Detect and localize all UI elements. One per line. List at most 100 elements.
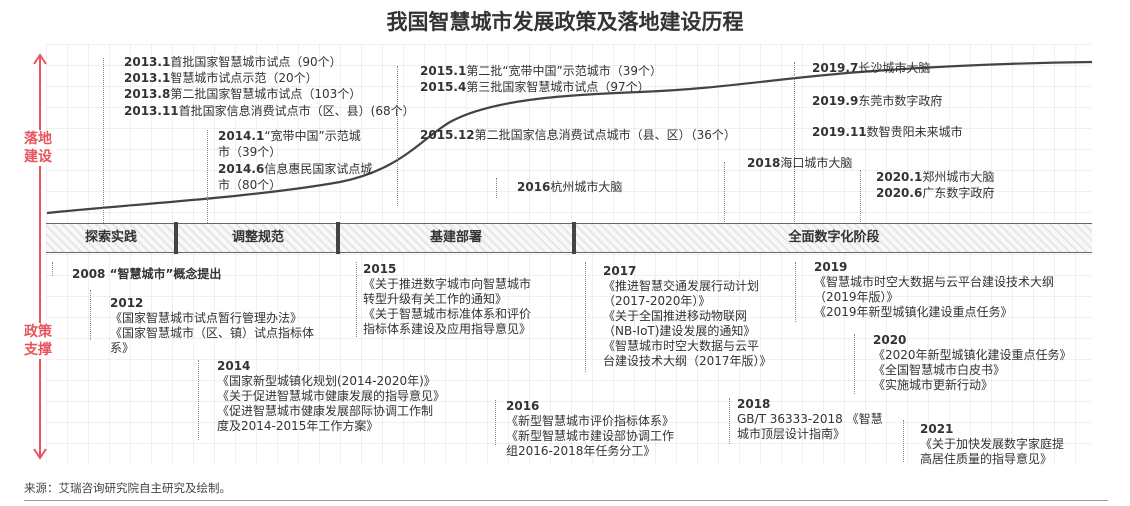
construction-event: 2015.4第三批国家智慧城市试点（97个） [420,80,650,95]
leader-line [52,262,53,276]
policy-line: 《智慧城市时空大数据与云平 [603,339,760,353]
policy-line: 《智慧城市时空大数据与云平台建设技术大纲 [814,275,1055,289]
background-grid [46,44,1092,464]
policy-2019: 2019 《智慧城市时空大数据与云平台建设技术大纲 （2019年版）》 《201… [814,260,1054,320]
policy-2014: 2014 《国家新型城镇化规划(2014-2020年)》 《关于促进智慧城市健康… [217,359,445,434]
stage-infrastructure: 基建部署 [340,223,572,253]
policy-line: 度及2014-2015年工作方案》 [217,419,379,433]
stage-divider [572,222,576,254]
policy-line: 指标体系建设及应用指导意见》 [363,322,532,336]
construction-event: 2015.1第二批“宽带中国”示范城市（39个） [420,64,662,79]
event-text: 市（39个） [218,145,282,159]
event-date: 2013.1 [124,55,171,69]
policy-line: 《2019年新型城镇化建设重点任务》 [814,305,1013,319]
policy-2020: 2020 《2020年新型城镇化建设重点任务》 《全国智慧城市白皮书》 《实施城… [873,333,1072,393]
policy-2008: 2008 “智慧城市”概念提出 [72,267,221,282]
construction-event: 2018海口城市大脑 [747,156,852,171]
policy-2018: 2018 GB/T 36333-2018 《智慧 城市顶层设计指南》 [737,397,883,442]
stage-digitalization: 全面数字化阶段 [576,223,1092,253]
policy-year: 2012 [110,296,144,310]
event-text: 第二批国家智慧城市试点（103个） [170,87,362,101]
construction-event: 2019.9东莞市数字政府 [812,94,942,109]
event-text: 数智贵阳未来城市 [866,125,963,139]
leader-line [496,178,497,198]
event-date: 2013.8 [124,87,171,101]
event-text: “宽带中国”示范城 [264,129,361,143]
construction-event: 市（39个） [218,145,281,160]
event-text: 第三批国家智慧城市试点（97个） [466,80,650,94]
policy-text: 2008 “智慧城市”概念提出 [72,267,222,281]
stage-band: 探索实践 调整规范 基建部署 全面数字化阶段 [46,222,1092,254]
leader-line [854,334,855,394]
policy-line: 高居住质量的指导意见》 [920,452,1053,466]
event-text: 第二批“宽带中国”示范城市（39个） [466,64,663,78]
event-text: 首批国家信息消费试点市（区、县）(68个） [178,104,415,118]
policy-2015: 2015 《关于推进数字城市向智慧城市 转型升级有关工作的通知》 《关于智慧城市… [363,262,531,337]
vertical-double-arrow [33,53,47,460]
policy-year: 2015 [363,262,397,276]
source-note: 来源：艾瑞咨询研究院自主研究及绘制。 [24,481,231,495]
leader-line [585,262,586,372]
construction-event: 2014.6信息惠民国家试点城 [218,162,372,177]
event-date: 2014.1 [218,129,265,143]
event-date: 2016 [517,180,551,194]
leader-line [90,290,91,340]
policy-line: 《新型智慧城市建设部协调工作 [506,429,675,443]
policy-line: 《关于智慧城市标准体系和评价 [363,307,532,321]
leader-line [198,360,199,440]
construction-event: 2016杭州城市大脑 [517,180,622,195]
policy-year: 2016 [506,399,540,413]
event-date: 2019.11 [812,125,867,139]
stage-label: 探索实践 [84,230,137,245]
policy-line: 《关于促进智慧城市健康发展的指导意见》 [217,389,446,403]
policy-line: 《全国智慧城市白皮书》 [873,363,1006,377]
leader-line [794,62,795,222]
construction-event: 2013.11首批国家信息消费试点市（区、县）(68个） [124,104,415,119]
event-date: 2019.7 [812,61,859,75]
event-date: 2015.1 [420,64,467,78]
event-date: 2013.11 [124,104,179,118]
construction-event: 2020.1郑州城市大脑 [876,170,994,185]
axis-label-construction-text: 落地 建设 [24,131,52,165]
event-date: 2015.12 [420,128,475,142]
page-title: 我国智慧城市发展政策及落地建设历程 [386,10,744,34]
policy-line: 《新型智慧城市评价指标体系》 [506,414,675,428]
policy-year: 2019 [814,260,848,274]
footer-divider [24,500,1108,501]
event-text: 第二批国家信息消费试点城市（县、区）（36个） [474,128,736,142]
construction-event: 2019.7长沙城市大脑 [812,61,930,76]
policy-line: 系》 [110,341,135,355]
construction-event: 2013.8第二批国家智慧城市试点（103个） [124,87,361,102]
event-text: 东莞市数字政府 [858,94,943,108]
leader-line [356,262,357,337]
leader-line [729,398,730,444]
policy-2021: 2021 《关于加快发展数字家庭提 高居住质量的指导意见》 [920,422,1064,467]
construction-event: 2013.1首批国家智慧城市试点（90个） [124,55,342,70]
event-text: 杭州城市大脑 [550,180,623,194]
leader-line [207,130,208,223]
leader-line [103,58,104,223]
policy-2017: 2017 《推进智慧交通发展行动计划 （2017-2020年）》 《关于全国推进… [603,264,772,369]
axis-label-construction: 落地 建设 [20,130,56,166]
construction-event: 2013.1智慧城市试点示范（20个） [124,71,318,86]
policy-year: 2017 [603,264,637,278]
policy-line: 转型升级有关工作的通知》 [363,292,508,306]
construction-event: 2019.11数智贵阳未来城市 [812,125,963,140]
event-date: 2020.6 [876,186,923,200]
policy-line: 组2016-2018年任务分工》 [506,444,656,458]
construction-event: 2020.6广东数字政府 [876,186,994,201]
policy-line: 《国家新型城镇化规划(2014-2020年)》 [217,374,436,388]
policy-line: （2017-2020年）》 [603,294,711,308]
leader-line [724,162,725,222]
policy-2012: 2012 《国家智慧城市试点暂行管理办法》 《国家智慧城市（区、镇）试点指标体 … [110,296,314,356]
event-date: 2013.1 [124,71,171,85]
construction-event: 市（80个） [218,178,281,193]
event-text: 市（80个） [218,178,282,192]
event-text: 首批国家智慧城市试点（90个） [170,55,342,69]
stage-divider [174,222,178,254]
leader-line [903,420,904,462]
policy-line: （NB-IoT)建设发展的通知》 [603,324,756,338]
policy-line: 《国家智慧城市试点暂行管理办法》 [110,311,303,325]
policy-line: 台建设技术大纲（2017年版）》 [603,354,772,368]
